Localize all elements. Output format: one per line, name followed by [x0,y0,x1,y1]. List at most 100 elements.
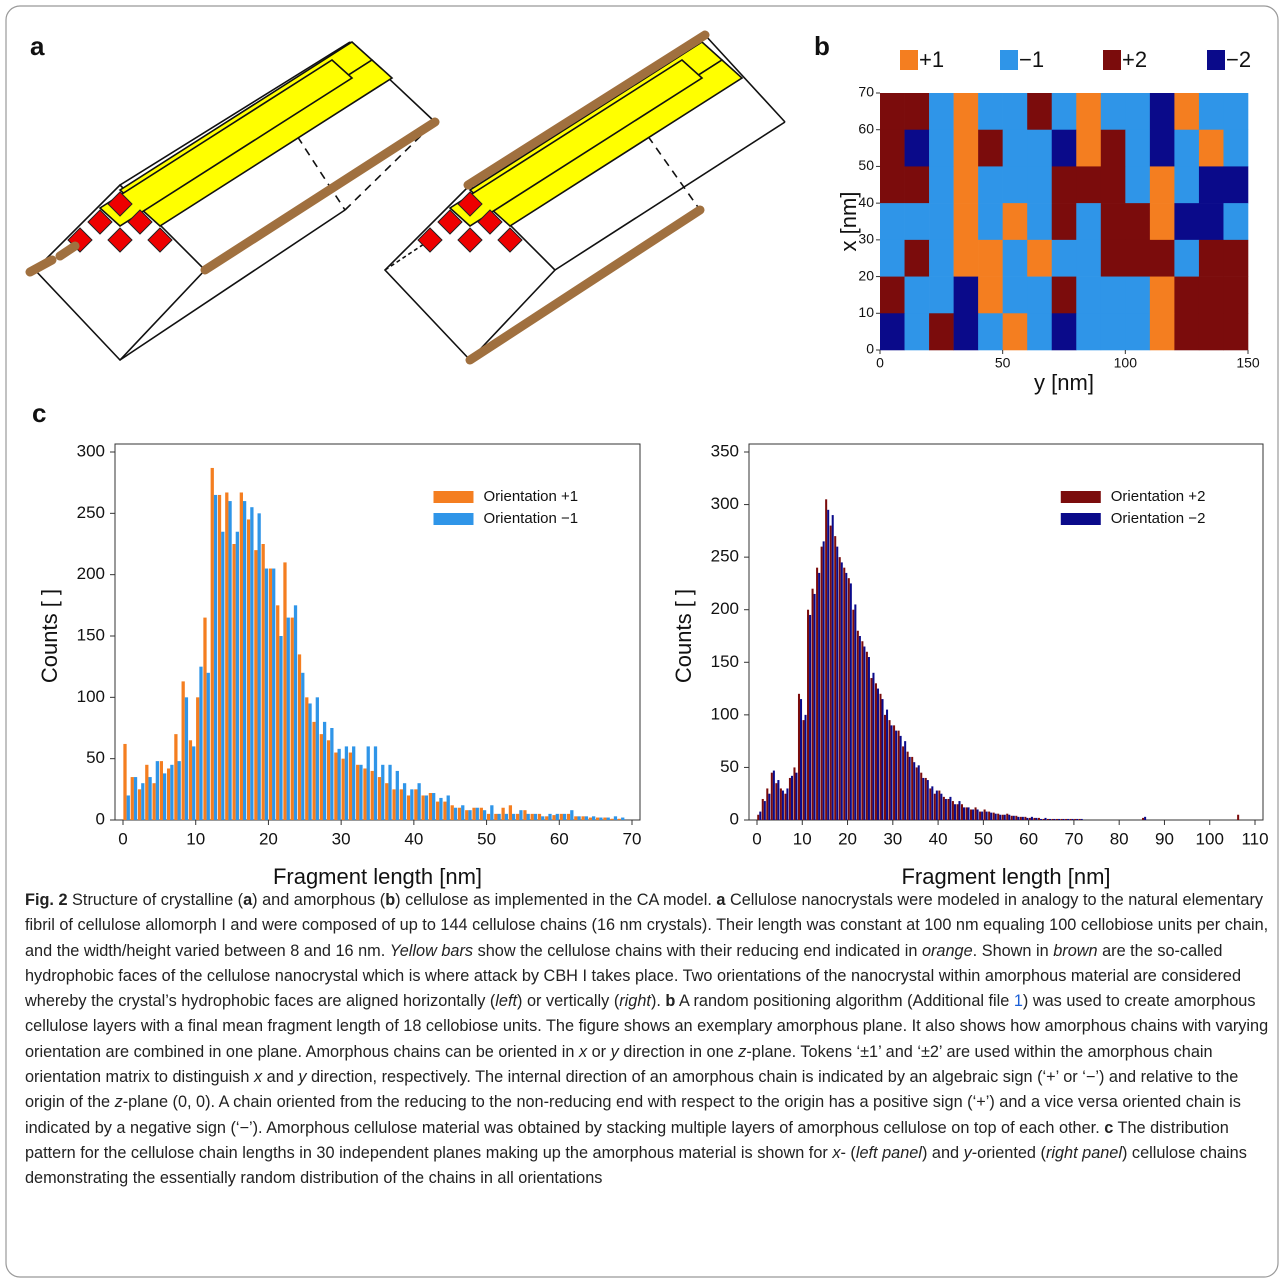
heatmap-cell [1076,166,1102,204]
bar [363,768,367,820]
heatmap-cell [1223,313,1249,351]
bar [886,709,889,820]
y-axis-label: Counts [ ] [37,589,62,683]
heatmap-cell [929,93,954,131]
heatmap-cell [1027,166,1053,204]
bar [177,761,181,820]
x-tick-label: 10 [793,829,812,848]
heatmap-cell [953,203,979,241]
x-tick-label: 80 [1110,829,1129,848]
caption-bold: a [243,891,253,909]
bar [326,740,331,820]
bar [1060,818,1063,820]
y-tick-label: 300 [711,494,739,513]
heatmap-cell [1051,129,1077,167]
bar [1017,816,1020,820]
bar [494,813,498,820]
bar [829,525,832,820]
bar [159,761,163,820]
bar [988,811,991,820]
bar [592,816,596,820]
bar [953,804,956,820]
bar [820,546,823,820]
bar [843,567,846,820]
bar [1012,815,1015,820]
bar [831,515,834,820]
bar [501,807,505,820]
bar [541,816,545,820]
legend-label: −2 [1226,47,1251,72]
bar [141,783,145,820]
bar [123,743,127,820]
bar [385,783,389,820]
bar [613,816,618,820]
bar [504,813,509,820]
heatmap-cell [1198,93,1224,131]
heatmap-cell [880,129,905,167]
caption-link[interactable]: 1 [1013,992,1023,1011]
heatmap-cell [1027,239,1053,277]
heatmap-cell [1223,93,1249,131]
bar [370,770,374,820]
legend-swatch [1207,50,1225,70]
y-tick-label: 40 [858,194,874,210]
heatmap-cell [904,93,930,131]
bar [804,714,807,820]
bar [935,790,938,820]
bar [852,609,855,820]
heatmap-cell [904,313,930,351]
bar [985,811,988,820]
bar [272,568,276,820]
caption-italic: orange [921,941,973,960]
bar [621,817,625,820]
bar [800,699,803,820]
caption-plain: are the so-called hydrophobic faces of t… [25,941,1241,1011]
bar [775,783,778,820]
bar [232,544,236,820]
x-tick-label: 150 [1236,355,1260,371]
y-tick-label: 0 [730,809,739,828]
heatmap-cell [1027,129,1053,167]
bar [926,780,929,820]
bar [410,789,414,820]
heatmap-cell [978,276,1003,314]
bar [606,817,610,820]
x-tick-label: 30 [883,829,902,848]
bar [235,531,239,820]
bar [217,494,222,820]
bar [1049,818,1052,820]
y-axis-label: x [nm] [836,192,861,252]
heatmap-cell [1198,166,1224,204]
heatmap-cell [953,129,979,167]
caption-italic: y [963,1143,972,1162]
heatmap-cell [1223,239,1249,277]
bar [1015,815,1018,820]
bar [992,812,995,820]
y-tick-label: 50 [86,748,105,767]
bar [890,725,893,820]
y-tick-label: 60 [858,120,874,136]
bar [490,805,494,820]
heatmap-cell [978,239,1003,277]
caption-plain: direction in one [618,1042,739,1061]
caption-bold: c [1104,1118,1114,1137]
bar [588,817,593,820]
heatmap-cell [1149,239,1175,277]
heatmap-cell [1125,203,1151,241]
bar [940,793,943,820]
bar [188,740,193,820]
x-tick-label: 20 [838,829,857,848]
bar [1044,817,1047,820]
caption-bold: a [716,891,726,909]
caption-plain: ). [650,992,666,1011]
bar [847,578,850,820]
bar [228,501,232,820]
bar [308,703,312,820]
bar [152,783,156,820]
x-tick-label: 70 [623,829,642,848]
bar [763,801,766,820]
bar [1008,814,1011,820]
heatmap-cell [1051,93,1077,131]
bar [443,801,447,820]
